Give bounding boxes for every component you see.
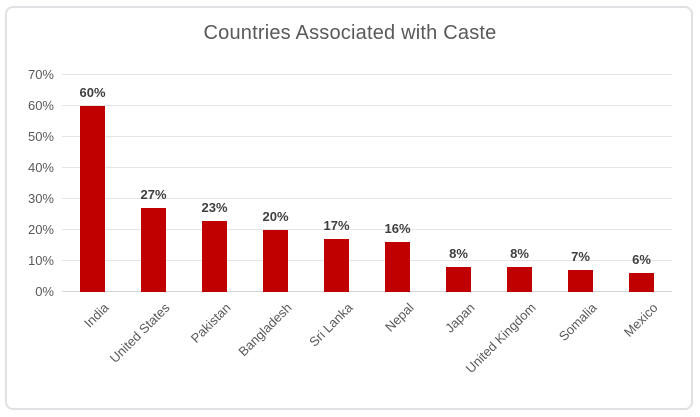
bar-mexico [629,273,654,292]
y-tick-label: 60% [27,98,54,113]
gridline [62,259,672,261]
bar-pakistan [202,220,227,292]
bar-united-states [141,208,166,292]
x-tick-label-united-states: United States [106,300,173,366]
y-tick-label: 40% [27,160,54,175]
value-label-pakistan: 23% [201,199,228,215]
x-tick-label-sri-lanka: Sri Lanka [305,300,356,350]
y-tick-label: 10% [27,253,54,268]
value-label-bangladesh: 20% [262,209,289,224]
gridline [62,73,672,75]
gridline [62,135,672,137]
value-label-sri-lanka: 17% [323,218,350,234]
gridline [62,166,672,168]
value-label-japan: 8% [449,246,468,262]
x-tick-label-somalia: Somalia [555,300,600,344]
x-tick-label-bangladesh: Bangladesh [234,300,295,360]
y-tick-label: 20% [27,222,54,237]
value-label-nepal: 16% [384,221,411,237]
x-axis: India United States Pakistan Bangladesh Sri … [62,292,672,417]
plot-area: 60% 27% 23% 20% 17% 16% 8% 8% 7% 6% [62,73,672,292]
y-tick-label: 30% [27,191,54,206]
bar-united-kingdom [507,267,532,292]
chart-frame [5,6,693,410]
bar-india [80,106,105,292]
value-label-united-states: 27% [140,187,167,203]
x-axis-line [62,290,672,292]
y-tick-label: 0% [35,284,54,299]
y-tick-label: 70% [27,67,54,82]
gridline [62,104,672,106]
bar-nepal [385,242,410,292]
x-tick-label-pakistan: Pakistan [187,300,234,346]
value-label-india: 60% [79,85,106,100]
x-tick-label-mexico: Mexico [620,300,661,340]
gridline [62,197,672,199]
value-label-somalia: 7% [571,249,590,265]
bar-somalia [568,270,593,292]
value-label-mexico: 6% [632,252,651,268]
y-axis: 0% 10% 20% 30% 40% 50% 60% 70% [0,67,54,299]
chart-title: Countries Associated with Caste [203,22,497,44]
bar-sri-lanka [324,239,349,292]
gridline [62,228,672,230]
y-tick-label: 50% [27,129,54,144]
bar-japan [446,267,471,292]
x-tick-label-nepal: Nepal [381,300,417,335]
value-label-united-kingdom: 8% [510,246,529,262]
bar-bangladesh [263,230,288,292]
x-tick-label-japan: Japan [441,300,478,336]
x-tick-label-united-kingdom: United Kingdom [462,300,539,377]
